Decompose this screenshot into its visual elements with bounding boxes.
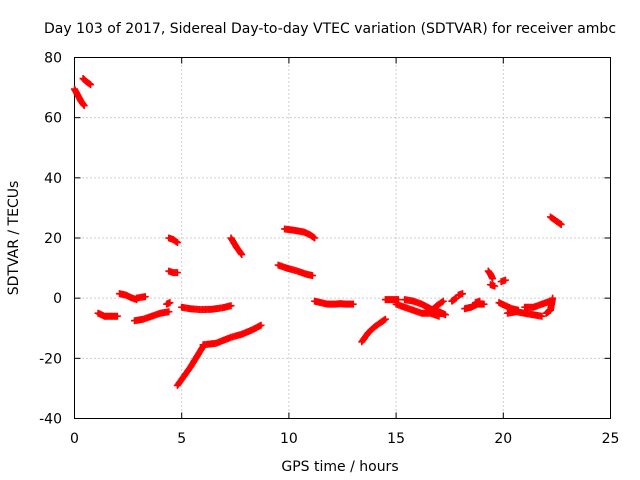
data-series-segment bbox=[311, 297, 357, 308]
data-points bbox=[71, 75, 565, 389]
y-tick-labels: -40 -20 0 20 40 60 80 bbox=[39, 51, 62, 428]
data-series-segment bbox=[178, 302, 235, 314]
data-point bbox=[491, 282, 499, 290]
y-tick-label: 40 bbox=[44, 171, 62, 187]
data-point bbox=[557, 220, 565, 228]
data-series-segment bbox=[471, 297, 484, 307]
data-series-segment bbox=[381, 296, 402, 304]
data-series-segment bbox=[133, 293, 149, 302]
data-series-segment bbox=[163, 299, 174, 308]
y-axis-label: SDTVAR / TECUs bbox=[6, 181, 22, 296]
data-point bbox=[166, 299, 174, 307]
y-tick-label: 60 bbox=[44, 111, 62, 127]
data-point-trace bbox=[237, 249, 245, 257]
data-series-segment bbox=[281, 225, 319, 242]
y-tick-label: 0 bbox=[53, 291, 62, 307]
data-point bbox=[480, 300, 488, 308]
data-point bbox=[439, 297, 447, 305]
data-point bbox=[80, 102, 88, 110]
data-series-segment bbox=[274, 261, 316, 280]
data-point bbox=[257, 321, 265, 329]
data-series-segment bbox=[484, 267, 497, 283]
data-point bbox=[441, 311, 449, 319]
chart-title: Day 103 of 2017, Sidereal Day-to-day VTE… bbox=[44, 21, 616, 37]
data-point bbox=[87, 81, 95, 89]
data-point bbox=[173, 239, 181, 247]
data-point bbox=[173, 269, 181, 277]
data-series-segment bbox=[546, 213, 565, 228]
data-point bbox=[141, 293, 149, 301]
data-point bbox=[476, 297, 484, 305]
x-tick-label: 15 bbox=[387, 431, 405, 447]
data-point bbox=[227, 302, 235, 310]
data-series-segment bbox=[165, 234, 181, 247]
x-axis-label: GPS time / hours bbox=[281, 459, 398, 475]
data-point bbox=[308, 272, 316, 280]
data-series-segment bbox=[542, 294, 557, 317]
data-point bbox=[381, 315, 389, 323]
y-tick-label: -20 bbox=[39, 351, 62, 367]
data-series-segment bbox=[454, 290, 467, 299]
x-tick-label: 0 bbox=[70, 431, 79, 447]
data-point bbox=[501, 276, 509, 284]
x-tick-label: 10 bbox=[280, 431, 298, 447]
data-series-segment bbox=[227, 234, 246, 259]
data-series-segment bbox=[173, 342, 207, 389]
data-point-trace bbox=[438, 298, 446, 306]
data-point-trace bbox=[79, 101, 87, 109]
data-series-segment bbox=[165, 267, 181, 277]
data-series-segment bbox=[497, 276, 509, 286]
x-tick-label: 25 bbox=[602, 431, 620, 447]
data-point bbox=[238, 251, 246, 259]
x-tick-labels: 0 5 10 15 20 25 bbox=[70, 431, 619, 447]
y-tick-label: -40 bbox=[39, 412, 62, 428]
data-series-segment bbox=[392, 300, 443, 320]
x-tick-label: 20 bbox=[494, 431, 512, 447]
y-tick-label: 80 bbox=[44, 51, 62, 67]
data-series-segment bbox=[79, 75, 95, 89]
data-series-segment bbox=[94, 309, 121, 320]
data-series-segment bbox=[358, 315, 389, 346]
data-series-segment bbox=[71, 85, 88, 110]
data-point bbox=[311, 234, 319, 242]
data-series-segment bbox=[504, 308, 546, 320]
data-point bbox=[349, 300, 357, 308]
data-point bbox=[165, 308, 173, 316]
grid bbox=[74, 57, 611, 419]
data-series-segment bbox=[199, 321, 265, 349]
data-point bbox=[489, 275, 497, 283]
y-tick-label: 20 bbox=[44, 231, 62, 247]
data-point bbox=[549, 294, 557, 302]
data-point bbox=[113, 312, 121, 320]
data-series-segment bbox=[486, 281, 499, 290]
x-tick-label: 5 bbox=[177, 431, 186, 447]
data-series-segment bbox=[426, 297, 447, 316]
data-point bbox=[538, 312, 546, 320]
data-point bbox=[459, 290, 467, 298]
plot-frame bbox=[74, 57, 611, 419]
data-series-segment bbox=[131, 308, 173, 325]
